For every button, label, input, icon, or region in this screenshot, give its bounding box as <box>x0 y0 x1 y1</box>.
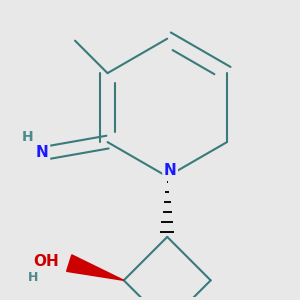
Text: N: N <box>36 145 49 160</box>
Polygon shape <box>67 255 124 280</box>
Text: H: H <box>28 271 38 284</box>
Text: H: H <box>22 130 34 144</box>
Text: N: N <box>164 163 176 178</box>
Text: OH: OH <box>33 254 59 269</box>
